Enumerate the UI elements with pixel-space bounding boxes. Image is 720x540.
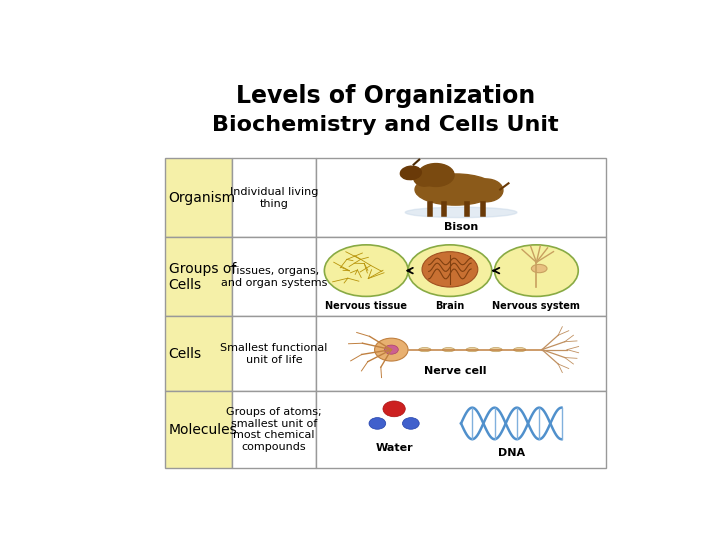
Text: Brain: Brain	[436, 301, 464, 310]
Text: Molecules: Molecules	[168, 423, 238, 437]
Text: Nervous system: Nervous system	[492, 301, 580, 310]
Ellipse shape	[418, 164, 454, 186]
Text: Individual living
thing: Individual living thing	[230, 187, 318, 208]
Bar	[233, 316, 316, 391]
Text: Biochemistry and Cells Unit: Biochemistry and Cells Unit	[212, 115, 559, 135]
Ellipse shape	[495, 245, 578, 296]
Text: Cells: Cells	[168, 347, 202, 361]
Text: Levels of Organization: Levels of Organization	[236, 84, 536, 108]
Ellipse shape	[408, 245, 492, 296]
Bar	[316, 316, 606, 391]
Ellipse shape	[369, 417, 386, 429]
Text: Nerve cell: Nerve cell	[424, 366, 487, 376]
Text: Water: Water	[375, 443, 413, 453]
Text: Tissues, organs,
and organ systems: Tissues, organs, and organ systems	[221, 266, 328, 288]
Ellipse shape	[383, 401, 405, 417]
Bar	[166, 316, 233, 391]
Ellipse shape	[466, 348, 478, 352]
Ellipse shape	[418, 348, 431, 352]
Ellipse shape	[469, 179, 503, 202]
Ellipse shape	[384, 345, 398, 354]
Ellipse shape	[531, 265, 547, 273]
Ellipse shape	[402, 417, 419, 429]
Ellipse shape	[513, 348, 526, 352]
Ellipse shape	[415, 174, 496, 205]
Bar	[233, 238, 316, 316]
Ellipse shape	[442, 348, 454, 352]
Bar	[233, 158, 316, 238]
Text: Bison: Bison	[444, 222, 478, 232]
Text: Groups of
Cells: Groups of Cells	[168, 262, 236, 292]
Text: Organism: Organism	[168, 191, 236, 205]
Text: Smallest functional
unit of life: Smallest functional unit of life	[220, 343, 328, 364]
Text: DNA: DNA	[498, 448, 525, 457]
Ellipse shape	[405, 207, 517, 218]
Text: Groups of atoms;
smallest unit of
most chemical
compounds: Groups of atoms; smallest unit of most c…	[226, 407, 322, 452]
Ellipse shape	[422, 252, 478, 287]
Ellipse shape	[324, 245, 408, 296]
Ellipse shape	[374, 338, 408, 361]
Ellipse shape	[414, 170, 436, 186]
Ellipse shape	[400, 166, 421, 180]
Bar	[316, 391, 606, 468]
Bar	[316, 238, 606, 316]
Bar	[166, 238, 233, 316]
Bar	[233, 391, 316, 468]
Bar	[316, 158, 606, 238]
Text: Nervous tissue: Nervous tissue	[325, 301, 408, 310]
Ellipse shape	[490, 348, 502, 352]
Bar	[166, 391, 233, 468]
Bar	[166, 158, 233, 238]
